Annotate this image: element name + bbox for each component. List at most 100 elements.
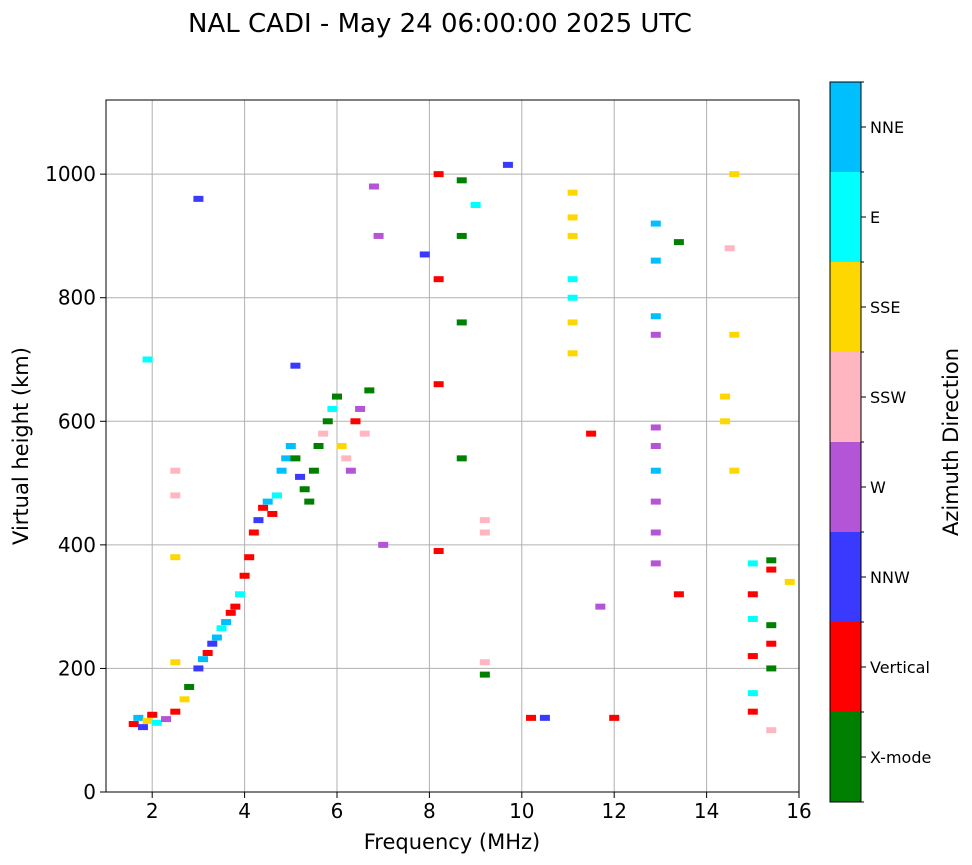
colorbar-tick-label: SSE [870, 298, 900, 317]
echo-point [281, 455, 292, 462]
echo-point [295, 473, 306, 480]
echo-point [170, 659, 181, 666]
echo-point [567, 214, 578, 221]
echo-point [567, 232, 578, 239]
x-tick-label: 12 [601, 799, 626, 823]
colorbar-segment [830, 442, 861, 532]
echo-point [502, 161, 513, 168]
echo-point [609, 714, 620, 721]
echo-point [211, 634, 222, 641]
colorbar-tick-label: SSW [870, 388, 906, 407]
echo-point [378, 541, 389, 548]
y-tick-label: 400 [58, 533, 96, 557]
echo-point [161, 716, 172, 723]
x-tick-label: 14 [694, 799, 719, 823]
echo-point [747, 591, 758, 598]
echo-point [650, 313, 661, 320]
echo-point [479, 671, 490, 678]
echo-point [355, 405, 366, 412]
echo-point [248, 529, 259, 536]
echo-point [230, 603, 241, 610]
colorbar-tick-label: E [870, 208, 880, 227]
echo-point [766, 727, 777, 734]
echo-point [766, 640, 777, 647]
echo-point [433, 171, 444, 178]
echo-point [198, 656, 209, 663]
y-axis-ticks: 0 200 400 600 800 1000 [45, 162, 106, 804]
echo-point [267, 510, 278, 517]
echo-point [419, 251, 430, 258]
echo-point [766, 566, 777, 573]
echo-point [332, 393, 342, 400]
echo-point [766, 557, 777, 564]
echo-point [539, 714, 550, 721]
echo-point [567, 350, 578, 357]
echo-point [262, 498, 273, 505]
series [747, 557, 777, 734]
echo-point [729, 331, 740, 338]
x-tick-label: 16 [786, 799, 811, 823]
echo-point [170, 467, 181, 474]
echo-point [290, 362, 301, 369]
x-tick-label: 6 [331, 799, 344, 823]
echo-point [456, 319, 467, 326]
echo-point [479, 529, 490, 536]
echo-point [170, 492, 181, 499]
echo-point [650, 331, 661, 338]
y-tick-label: 800 [58, 286, 96, 310]
x-tick-label: 8 [423, 799, 436, 823]
colorbar-label: Azimuth Direction [939, 348, 963, 536]
colorbar-segment [830, 172, 861, 262]
echo-point [221, 619, 232, 626]
colorbar-segment [830, 622, 861, 712]
y-tick-label: 600 [58, 409, 96, 433]
echo-point [526, 714, 537, 721]
echo-point [193, 665, 204, 672]
series [128, 387, 375, 731]
x-tick-label: 2 [146, 799, 159, 823]
echo-point [239, 572, 250, 579]
echo-point [567, 319, 578, 326]
echo-point [729, 171, 740, 178]
echo-point [137, 724, 148, 731]
colorbar-segment [830, 532, 861, 622]
plot-area: 2 4 6 8 10 12 14 16 0 200 400 600 800 1000 [45, 99, 812, 823]
echo-point [244, 554, 255, 561]
colorbar-segment [830, 352, 861, 442]
y-tick-label: 0 [83, 780, 96, 804]
x-axis-ticks: 2 4 6 8 10 12 14 16 [146, 792, 812, 823]
echo-point [650, 498, 661, 505]
echo-point [784, 578, 795, 585]
series [567, 189, 578, 357]
echo-point [258, 504, 269, 511]
echo-point [364, 387, 375, 394]
echo-point [151, 719, 162, 726]
echo-point [290, 455, 301, 462]
echo-point [207, 640, 218, 647]
echo-point [147, 711, 158, 718]
echo-point [170, 708, 181, 715]
echo-point [225, 609, 236, 616]
echo-point [650, 529, 661, 536]
echo-point [747, 708, 758, 715]
echo-point [350, 418, 361, 425]
echo-point [368, 183, 379, 190]
echo-point [567, 189, 578, 196]
x-axis-label: Frequency (MHz) [364, 830, 540, 854]
colorbar-tick-label: Vertical [870, 658, 930, 677]
echo-point [673, 239, 684, 246]
echo-point [766, 665, 777, 672]
echo-point [202, 649, 213, 656]
echo-point [433, 548, 444, 555]
echo-point [747, 653, 758, 660]
y-tick-label: 200 [58, 656, 96, 680]
grid [106, 100, 800, 793]
echo-point [720, 418, 731, 425]
echo-point [322, 418, 333, 425]
colorbar-tick-label: X-mode [870, 748, 931, 767]
echo-point [318, 430, 329, 437]
echo-point [170, 554, 181, 561]
echo-point [456, 455, 467, 462]
echo-point [299, 486, 310, 493]
